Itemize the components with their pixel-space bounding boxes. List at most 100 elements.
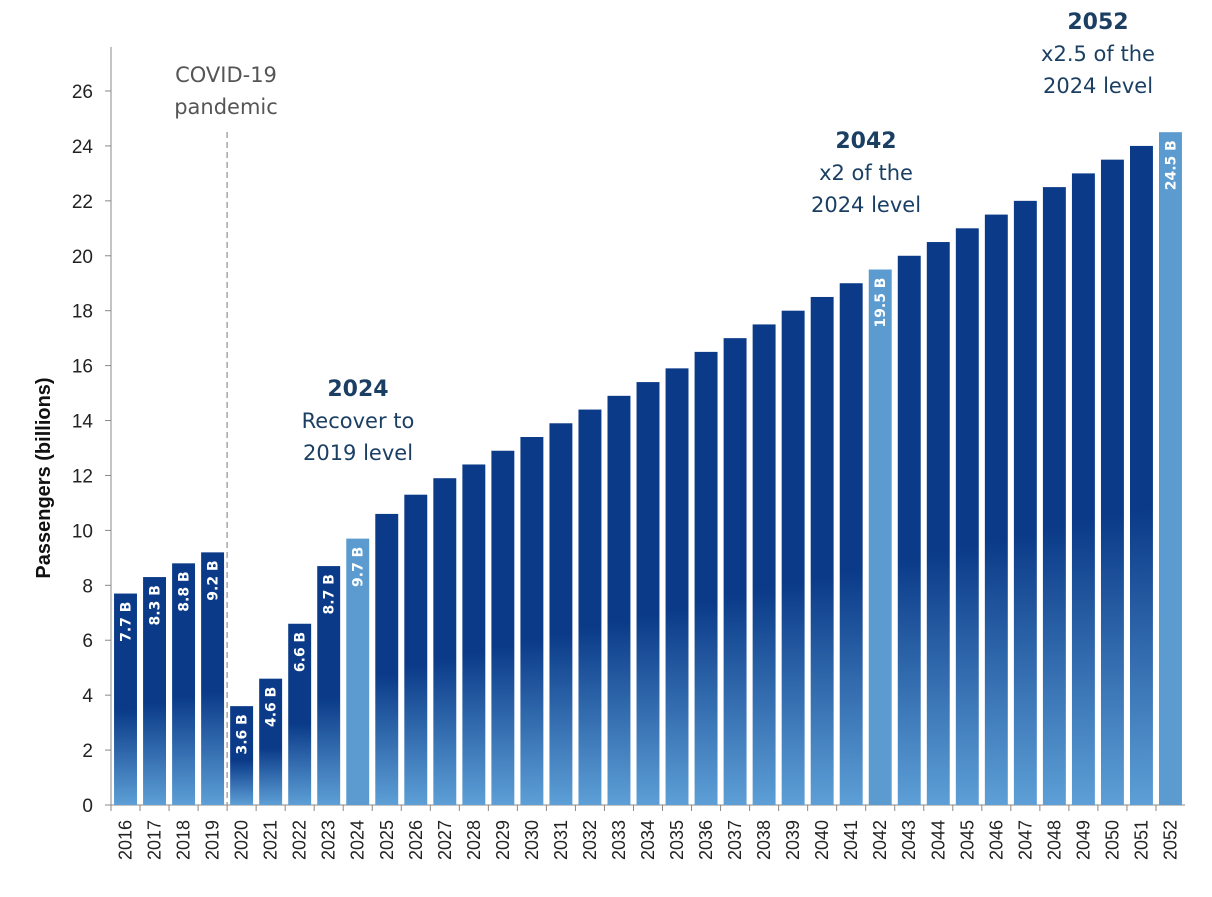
x-tick-label-2018: 2018 xyxy=(174,820,194,860)
y-tick-label: 14 xyxy=(72,412,94,433)
bar-2052 xyxy=(1159,132,1182,805)
annotation-year-2052: 2052 xyxy=(1067,10,1128,35)
x-tick-label-2047: 2047 xyxy=(1015,820,1035,860)
x-tick-label-2042: 2042 xyxy=(870,820,890,860)
x-tick-label-2032: 2032 xyxy=(580,820,600,860)
annotation-text-2052-0: x2.5 of the xyxy=(1041,42,1155,66)
y-tick-label: 8 xyxy=(82,576,93,597)
annotation-text-2024-0: Recover to xyxy=(302,409,415,433)
x-tick-label-2043: 2043 xyxy=(899,820,919,860)
bar-2030 xyxy=(520,437,544,805)
x-tick-label-2041: 2041 xyxy=(841,820,861,860)
x-tick-label-2039: 2039 xyxy=(783,820,803,860)
bar-2050 xyxy=(1100,159,1124,806)
bar-2026 xyxy=(404,494,428,805)
bar-data-label-2042: 19.5 B xyxy=(873,278,889,328)
y-tick-label: 2 xyxy=(82,741,93,762)
x-tick-label-2027: 2027 xyxy=(435,820,455,860)
bar-2040 xyxy=(810,296,834,805)
x-tick-label-2024: 2024 xyxy=(348,820,368,860)
y-axis-title: Passengers (billions) xyxy=(33,377,55,578)
y-tick-label: 18 xyxy=(72,302,93,323)
bar-2042 xyxy=(868,269,892,805)
covid-label-line-0: COVID-19 xyxy=(175,63,277,87)
bar-2018 xyxy=(172,563,196,805)
x-tick-label-2016: 2016 xyxy=(116,820,136,860)
y-tick-label: 16 xyxy=(72,357,93,378)
bar-data-label-2016: 7.7 B xyxy=(119,602,135,642)
x-tick-label-2045: 2045 xyxy=(957,820,977,860)
bar-2048 xyxy=(1042,187,1066,806)
y-tick-label: 22 xyxy=(72,192,93,213)
x-tick-label-2017: 2017 xyxy=(145,820,165,860)
x-tick-label-2034: 2034 xyxy=(638,820,658,860)
x-tick-label-2022: 2022 xyxy=(290,820,310,860)
bar-2031 xyxy=(549,423,573,805)
x-tick-label-2048: 2048 xyxy=(1044,820,1064,860)
x-tick-label-2036: 2036 xyxy=(696,820,716,860)
bar-data-label-2020: 3.6 B xyxy=(235,714,251,754)
bar-series xyxy=(114,132,1182,806)
bar-data-label-2024: 9.7 B xyxy=(351,547,367,587)
bar-2024 xyxy=(346,538,370,805)
y-tick-label: 12 xyxy=(72,466,93,487)
bar-2038 xyxy=(752,324,776,805)
x-tick-label-2044: 2044 xyxy=(928,820,948,860)
bar-2027 xyxy=(433,478,457,805)
bar-2044 xyxy=(926,242,950,806)
bar-2046 xyxy=(984,214,1008,806)
y-tick-label: 0 xyxy=(82,796,93,817)
x-tick-label-2026: 2026 xyxy=(406,820,426,860)
annotation-year-2024: 2024 xyxy=(327,377,388,402)
x-tick-label-2052: 2052 xyxy=(1160,820,1180,860)
covid-label-line-1: pandemic xyxy=(174,95,278,119)
y-tick-label: 24 xyxy=(72,137,94,158)
x-tick-label-2035: 2035 xyxy=(667,820,687,860)
x-tick-label-2050: 2050 xyxy=(1102,820,1122,860)
x-tick-label-2028: 2028 xyxy=(464,820,484,860)
x-tick-label-2051: 2051 xyxy=(1131,820,1151,860)
bar-2041 xyxy=(839,283,863,805)
bar-2017 xyxy=(143,577,167,805)
x-tick-label-2046: 2046 xyxy=(986,820,1006,860)
bar-2023 xyxy=(317,566,341,805)
x-tick-label-2040: 2040 xyxy=(812,820,832,860)
x-tick-label-2038: 2038 xyxy=(754,820,774,860)
bar-data-label-2019: 9.2 B xyxy=(206,560,222,600)
bar-2020 xyxy=(230,706,254,805)
bar-2049 xyxy=(1071,173,1095,805)
bar-2028 xyxy=(462,464,486,805)
x-tick-label-2031: 2031 xyxy=(551,820,571,860)
x-tick-label-2029: 2029 xyxy=(493,820,513,860)
bar-2035 xyxy=(665,368,689,805)
x-tick-label-2030: 2030 xyxy=(522,820,542,860)
x-tick-label-2021: 2021 xyxy=(261,820,281,860)
x-tick-label-2049: 2049 xyxy=(1073,820,1093,860)
bar-2047 xyxy=(1013,200,1037,805)
bar-2021 xyxy=(259,678,283,805)
x-tick-label-2025: 2025 xyxy=(377,820,397,860)
bar-2045 xyxy=(955,228,979,806)
annotation-text-2042-0: x2 of the xyxy=(819,161,913,185)
bar-data-labels: 7.7 B 8.3 B 8.8 B 9.2 B 3.6 B 4.6 B 6.6 B 8.7 B… xyxy=(119,140,1180,754)
annotation-year-2042: 2042 xyxy=(835,129,896,154)
bar-2032 xyxy=(578,409,602,805)
bar-2019 xyxy=(201,552,225,805)
bar-2037 xyxy=(723,338,747,805)
x-tick-label-2020: 2020 xyxy=(232,820,252,860)
bar-data-label-2023: 8.7 B xyxy=(322,574,338,614)
x-tick-label-2037: 2037 xyxy=(725,820,745,860)
y-tick-label: 26 xyxy=(72,82,93,103)
bar-2022 xyxy=(288,623,312,805)
bar-data-label-2021: 4.6 B xyxy=(264,687,280,727)
y-tick-label: 10 xyxy=(72,521,93,542)
y-tick-label: 6 xyxy=(82,631,93,652)
chart-annotations: COVID-19 pandemic 2024 Recover to 2019 level… xyxy=(174,10,1155,805)
bar-data-label-2022: 6.6 B xyxy=(293,632,309,672)
bar-2051 xyxy=(1129,145,1153,805)
bar-data-label-2018: 8.8 B xyxy=(177,571,193,611)
bar-2016 xyxy=(114,593,137,805)
bar-2036 xyxy=(694,351,718,805)
